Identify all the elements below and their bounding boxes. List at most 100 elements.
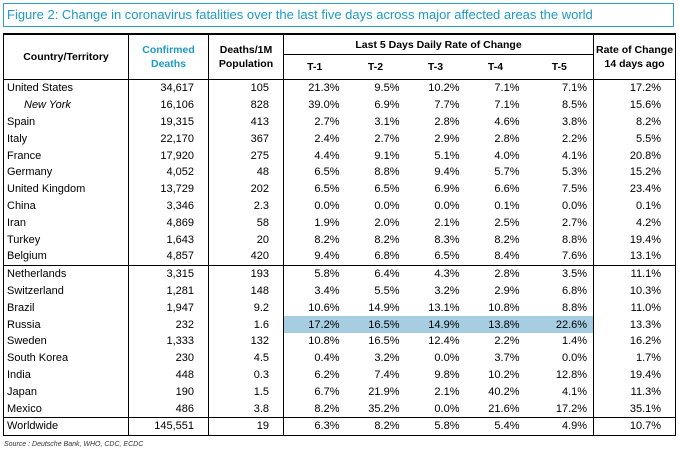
rate-t4-cell: 5.4% <box>465 416 526 436</box>
rate-t2-cell: 8.2% <box>345 416 406 436</box>
table-row: Russia 232 1.6 17.2% 16.5% 14.9% 13.8% 22.6% 13.… <box>3 316 676 333</box>
rate-t2-cell: 7.4% <box>374 368 400 381</box>
rate-t5-cell: 4.1% <box>525 383 595 401</box>
confirmed-deaths-cell: 448 <box>128 366 209 384</box>
rate-t3-cell: 9.8% <box>434 368 460 381</box>
rate-t4-cell: 2.8% <box>465 264 526 283</box>
rate-t5-cell: 6.8% <box>525 282 595 300</box>
rate-14-days-cell: 10.7% <box>593 416 676 436</box>
table-row: China 3,346 2.3 0.0% 0.0% 0.0% 0.1% 0.0% 0.1% <box>3 197 676 215</box>
rate-t1-cell: 0.4% <box>314 352 340 365</box>
table-row: Mexico 486 3.8 8.2% 35.2% 0.0% 21.6% 17.2% 35.1% <box>3 400 676 418</box>
confirmed-deaths-cell: 19,315 <box>128 113 209 131</box>
rate-t4-cell: 21.6% <box>488 402 520 415</box>
rate-14-days-cell: 35.1% <box>629 402 662 415</box>
deaths-per-1m-cell: 58 <box>208 214 284 232</box>
rate-14-days-cell: 13.3% <box>629 318 662 331</box>
header-deaths-per-1m: Deaths/1M Population <box>208 34 284 80</box>
rate-t3-cell: 0.0% <box>434 352 460 365</box>
country-cell: Brazil <box>3 299 129 317</box>
confirmed-deaths-cell: 13,729 <box>128 180 209 198</box>
deaths-per-1m-cell: 48 <box>208 163 284 181</box>
confirmed-deaths-cell: 1,281 <box>128 282 209 300</box>
country-cell: Spain <box>3 113 129 131</box>
rate-t5-cell: 4.1% <box>525 147 595 164</box>
rate-14-days-cell: 11.0% <box>630 301 662 314</box>
rate-t2-cell: 9.5% <box>374 82 400 95</box>
country-cell: India <box>3 366 129 384</box>
rate-t3-cell: 2.1% <box>434 385 460 398</box>
fatalities-table: Country/Territory Confirmed Deaths Deaths… <box>3 33 677 436</box>
deaths-per-1m-cell: 132 <box>208 332 284 350</box>
rate-t1-cell: 0.0% <box>314 199 340 212</box>
rate-t4-cell: 10.2% <box>488 368 520 381</box>
rate-14-days-cell: 19.4% <box>629 233 662 246</box>
table-row: United Kingdom 13,729 202 6.5% 6.5% 6.9% 6.6% 7… <box>3 180 676 198</box>
rate-t3-cell: 13.1% <box>428 301 460 314</box>
rate-t3-cell: 6.5% <box>434 250 460 263</box>
confirmed-deaths-cell: 1,643 <box>128 231 209 248</box>
country-cell: Italy <box>3 130 129 148</box>
deaths-per-1m-cell: 20 <box>208 231 284 248</box>
rate-t3-cell: 10.2% <box>428 82 460 95</box>
rate-t4-cell: 4.6% <box>494 115 520 128</box>
header-t1: T-1 <box>283 54 346 80</box>
rate-t4-cell: 40.2% <box>488 385 520 398</box>
table-row: United States 34,617 105 21.3% 9.5% 10.2% 7.1%… <box>3 79 676 97</box>
deaths-per-1m-cell: 105 <box>208 79 284 97</box>
rate-14-days-cell: 17.2% <box>629 82 662 95</box>
country-cell: Sweden <box>3 332 129 350</box>
table-row: Iran 4,869 58 1.9% 2.0% 2.1% 2.5% 2.7% 4.2% <box>3 214 676 232</box>
rate-t1-cell: 6.3% <box>283 416 346 436</box>
deaths-per-1m-cell: 367 <box>208 130 284 148</box>
confirmed-deaths-cell: 34,617 <box>128 79 209 97</box>
rate-t4-cell: 3.7% <box>494 352 520 365</box>
rate-t1-cell: 6.7% <box>314 385 340 398</box>
rate-t5-cell: 5.3% <box>525 163 595 181</box>
deaths-per-1m-cell: 193 <box>208 264 284 283</box>
rate-t4-cell: 8.2% <box>494 233 520 246</box>
confirmed-deaths-cell: 190 <box>128 383 209 401</box>
rate-t2-cell: 8.2% <box>374 233 400 246</box>
rate-t2-cell: 0.0% <box>374 199 400 212</box>
country-cell: South Korea <box>3 349 129 367</box>
rate-t4-cell: 4.0% <box>494 149 520 162</box>
deaths-per-1m-cell: 148 <box>208 282 284 300</box>
deaths-per-1m-cell: 420 <box>208 247 284 266</box>
rate-t4-cell: 13.8% <box>465 316 526 333</box>
confirmed-deaths-cell: 17,920 <box>128 147 209 164</box>
deaths-per-1m-cell: 9.2 <box>208 299 284 317</box>
country-cell: Worldwide <box>3 416 129 436</box>
rate-14-days-cell: 11.3% <box>630 385 662 398</box>
rate-t3-cell: 2.1% <box>434 216 460 229</box>
rate-t2-cell: 9.1% <box>374 149 400 162</box>
rate-14-days-cell: 15.2% <box>629 166 662 179</box>
rate-t2-cell: 16.5% <box>345 316 406 333</box>
rate-t1-cell: 8.2% <box>314 402 340 415</box>
table-row: Netherlands 3,315 193 5.8% 6.4% 4.3% 2.8% 3.5% 1… <box>3 264 676 283</box>
table-row: India 448 0.3 6.2% 7.4% 9.8% 10.2% 12.8% 19.4% <box>3 366 676 384</box>
rate-t3-cell: 5.8% <box>405 416 466 436</box>
rate-t2-cell: 14.9% <box>368 301 400 314</box>
rate-t3-cell: 0.0% <box>434 402 460 415</box>
rate-14-days-cell: 23.4% <box>629 183 662 196</box>
rate-14-days-cell: 1.7% <box>635 352 662 365</box>
rate-14-days-cell: 0.1% <box>635 199 662 212</box>
rate-t5-cell: 8.8% <box>525 299 595 317</box>
deaths-per-1m-cell: 1.6 <box>208 316 284 333</box>
source-note: Source : Deutsche Bank, WHO, CDC, ECDC <box>4 441 144 448</box>
rate-t5-cell: 7.6% <box>525 247 595 266</box>
rate-t3-cell: 8.3% <box>434 233 460 246</box>
table-row: Italy 22,170 367 2.4% 2.7% 2.9% 2.8% 2.2% 5.5% <box>3 130 676 148</box>
table-row: Turkey 1,643 20 8.2% 8.2% 8.3% 8.2% 8.8% 19.4% <box>3 231 676 248</box>
country-cell: China <box>3 197 129 215</box>
confirmed-deaths-cell: 3,315 <box>128 264 209 283</box>
header-confirmed-deaths: Confirmed Deaths <box>128 34 209 80</box>
rate-t2-cell: 3.1% <box>374 115 400 128</box>
rate-t4-cell: 0.1% <box>494 199 520 212</box>
rate-t1-cell: 4.4% <box>314 149 340 162</box>
confirmed-deaths-cell: 1,333 <box>128 332 209 350</box>
confirmed-deaths-cell: 16,106 <box>128 96 209 114</box>
rate-t1-cell: 21.3% <box>308 82 340 95</box>
table-row: Brazil 1,947 9.2 10.6% 14.9% 13.1% 10.8% 8.8% 11… <box>3 299 676 317</box>
